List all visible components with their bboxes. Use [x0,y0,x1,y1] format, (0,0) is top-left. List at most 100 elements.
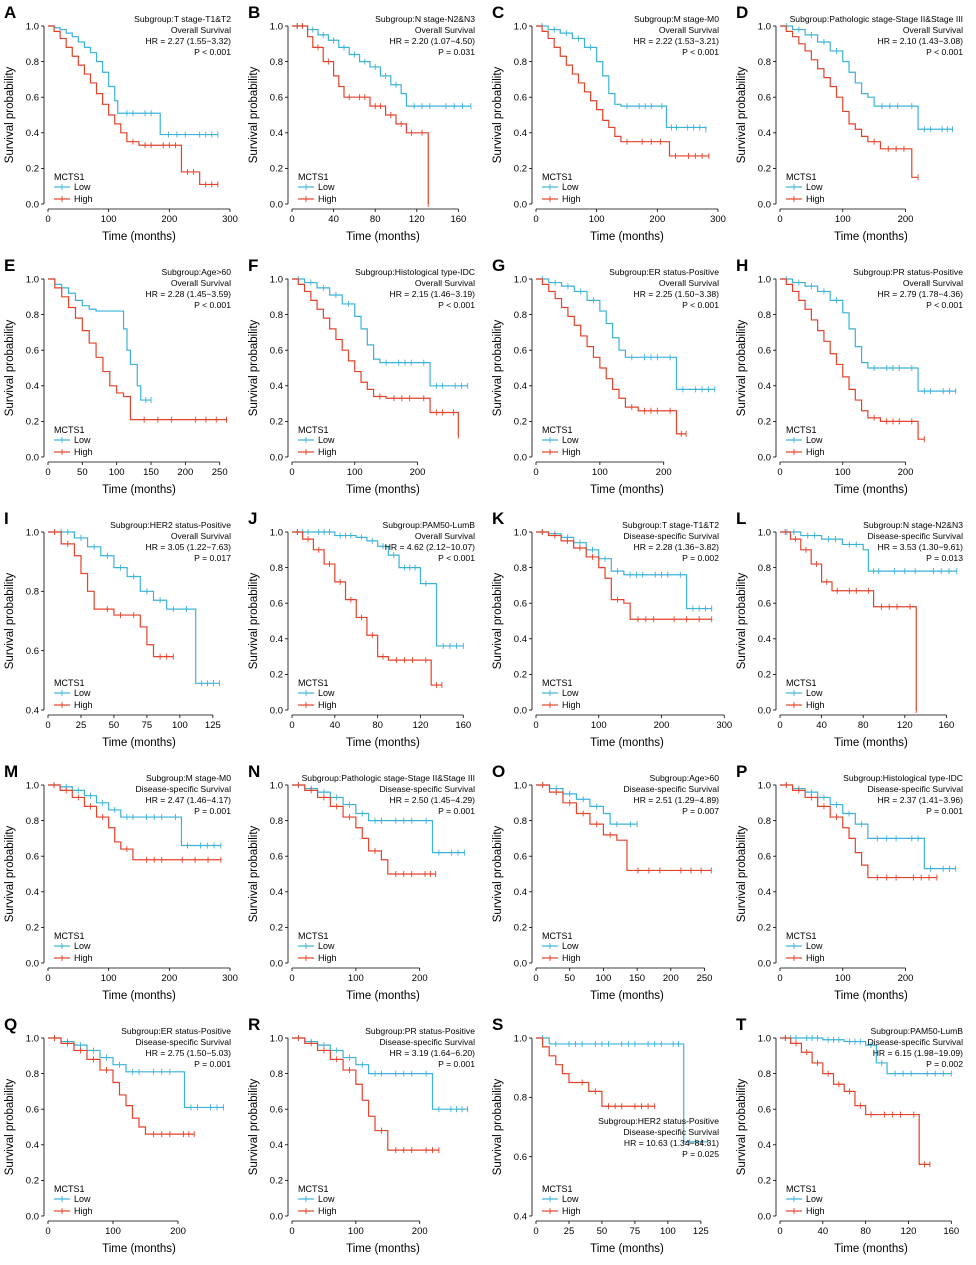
y-tick-label: 1.0 [270,274,283,285]
survival-type: Overall Survival [171,278,231,288]
survival-type: Disease-specific Survival [135,1037,231,1047]
legend-title: MCTS1 [542,1184,573,1194]
y-tick-label: 1.0 [270,21,283,32]
survival-curve-low [780,531,957,572]
y-tick-label: 0.6 [514,93,527,104]
y-tick-label: 0.0 [758,452,771,463]
x-tick-label: 40 [330,720,341,731]
y-tick-label: 0.4 [270,128,283,139]
x-tick-label: 200 [170,1226,186,1237]
panel-f: F 0.0 0.2 0.4 0.6 0.8 1.0 0 100 200 Time (months) S… [244,253,488,506]
y-axis-label: Survival probability [736,1078,748,1175]
x-axis-label: Time (months) [590,1243,664,1255]
hazard-ratio: HR = 2.28 (1.45−3.59) [145,289,231,299]
survival-curve-high [48,278,227,421]
y-tick-label: 0.2 [270,670,283,681]
x-tick-label: 100 [347,467,363,478]
legend-title: MCTS1 [298,931,329,941]
y-tick-label: 0.4 [26,887,39,898]
legend-title: MCTS1 [542,425,573,435]
y-axis-label: Survival probability [492,825,504,922]
x-tick-label: 100 [591,720,607,731]
y-tick-label: 0.6 [26,852,39,863]
legend-label-low: Low [806,1194,823,1204]
subgroup-label: Subgroup:M stage-M0 [146,773,231,783]
panel-letter: A [4,3,16,22]
subgroup-label: Subgroup:PAM50-LumB [870,1026,963,1036]
panel-g: G 0.0 0.2 0.4 0.6 0.8 1.0 0 100 200 Time (months) S… [488,253,732,506]
y-tick-label: 1.0 [514,21,527,32]
survival-type: Overall Survival [903,25,963,35]
panel-i: I 0.4 0.6 0.8 1.0 0 25 50 75 100 125 Time (months) S… [0,506,244,759]
y-tick-label: 0.6 [758,93,771,104]
legend-title: MCTS1 [54,1184,85,1194]
y-axis-label: Survival probability [4,66,16,163]
legend-title: MCTS1 [786,1184,817,1194]
legend-label-low: Low [562,941,579,951]
km-plot-t: T 0.0 0.2 0.4 0.6 0.8 1.0 0 40 80 120 160 Time (mont… [736,1015,963,1255]
survival-curve-low [48,784,221,847]
hazard-ratio: HR = 2.28 (1.36−3.82) [633,542,719,552]
y-tick-label: 0.2 [758,670,771,681]
y-tick-label: 0.0 [758,1211,771,1222]
y-tick-label: 1.0 [270,1033,283,1044]
y-tick-label: 1.0 [758,274,771,285]
p-value: P = 0.001 [438,806,475,816]
x-tick-label: 120 [413,720,429,731]
y-tick-label: 0.0 [26,1211,39,1222]
y-tick-label: 0.2 [758,417,771,428]
survival-curve-high [292,531,442,686]
x-tick-label: 100 [348,1226,364,1237]
y-tick-label: 0.2 [514,417,527,428]
panel-letter: J [248,509,257,528]
y-tick-label: 1.0 [26,21,39,32]
hazard-ratio: HR = 2.22 (1.53−3.21) [633,36,719,46]
y-tick-label: 0.6 [26,346,39,357]
x-tick-label: 0 [45,1226,50,1237]
x-tick-label: 200 [656,467,672,478]
km-plot-r: R 0.0 0.2 0.4 0.6 0.8 1.0 0 100 200 Time (months) S… [248,1015,475,1255]
y-tick-label: 0.4 [514,128,527,139]
x-tick-label: 0 [533,1226,538,1237]
y-tick-label: 0.8 [758,310,771,321]
y-tick-label: 0.0 [270,705,283,716]
subgroup-label: Subgroup:ER status-Positive [609,267,719,277]
km-plot-g: G 0.0 0.2 0.4 0.6 0.8 1.0 0 100 200 Time (months) S… [492,256,719,496]
panel-e: E 0.0 0.2 0.4 0.6 0.8 1.0 0 50 100 150 200 250 Time (… [0,253,244,506]
p-value: P = 0.001 [194,806,231,816]
x-tick-label: 0 [533,720,538,731]
km-plot-o: O 0.0 0.2 0.4 0.6 0.8 1.0 0 50 100 150 200 250 Time (… [492,762,719,1002]
panel-letter: M [4,762,18,781]
x-tick-label: 0 [45,467,50,478]
panel-c: C 0.0 0.2 0.4 0.6 0.8 1.0 0 100 200 300 Time (month… [488,0,732,253]
survival-type: Overall Survival [659,25,719,35]
x-axis-label: Time (months) [590,990,664,1002]
p-value: P = 0.002 [682,553,719,563]
panel-n: N 0.0 0.2 0.4 0.6 0.8 1.0 0 100 200 Time (months) S… [244,759,488,1012]
x-tick-label: 80 [860,1226,871,1237]
x-tick-label: 200 [654,720,670,731]
y-tick-label: 0.2 [270,417,283,428]
x-tick-label: 200 [410,467,426,478]
x-axis-label: Time (months) [834,990,908,1002]
legend-label-low: Low [318,435,335,445]
y-tick-label: 0.0 [26,958,39,969]
y-axis-label: Survival probability [248,319,260,416]
x-tick-label: 100 [835,214,851,225]
survival-type: Overall Survival [415,278,475,288]
x-axis-label: Time (months) [102,737,176,749]
p-value: P < 0.001 [438,300,475,310]
p-value: P < 0.001 [194,47,231,57]
x-axis-label: Time (months) [834,1243,908,1255]
x-tick-label: 150 [629,973,645,984]
x-tick-label: 125 [205,720,221,731]
y-tick-label: 1.0 [514,1033,527,1044]
x-tick-label: 80 [370,214,381,225]
legend-label-low: Low [562,688,579,698]
y-tick-label: 0.6 [514,346,527,357]
x-tick-label: 0 [289,467,294,478]
legend-title: MCTS1 [298,425,329,435]
x-tick-label: 50 [597,1226,608,1237]
y-tick-label: 0.0 [26,199,39,210]
y-tick-label: 0.8 [514,57,527,68]
